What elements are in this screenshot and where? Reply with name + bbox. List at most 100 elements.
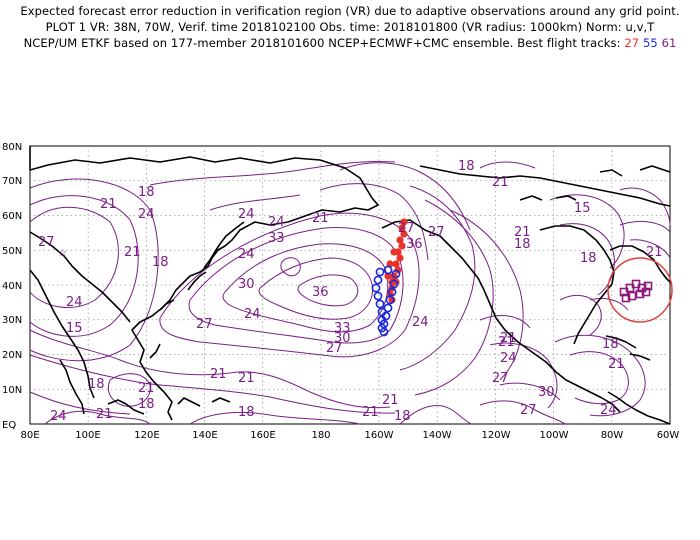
contour-label: 21 [100,197,117,212]
track-55-point [373,291,383,301]
contour-label: 21 [124,245,141,260]
contour-label: 24 [50,409,67,424]
contour-label: 30 [538,385,555,400]
track-27-point [400,218,408,226]
contour-label: 36 [312,285,329,300]
contour-label: 18 [580,251,597,266]
contour-label: 36 [406,237,423,252]
track-55-point [387,287,397,297]
track-27-point [396,236,404,244]
contour-label: 27 [492,371,509,386]
track-61-point [635,289,645,299]
flight-track-61 [619,279,653,303]
contour-label: 15 [66,321,83,336]
contour-label: 27 [38,235,55,250]
lon-label: 140E [192,430,217,441]
track-55-point [383,303,393,313]
track-61-point [641,287,651,297]
contour-label: 21 [238,371,255,386]
header-line-2: PLOT 1 VR: 38N, 70W, Verif. time 2018102… [45,20,655,34]
contour-label: 21 [138,381,155,396]
track-55-point [385,295,395,305]
contour-label: 27 [326,341,343,356]
contour-label: 27 [520,403,537,418]
track-55-point [375,267,385,277]
contour-label: 18 [152,255,169,270]
track-61-point [627,291,637,301]
contour-label: 21 [96,407,113,422]
contour-label: 18 [394,409,411,424]
contour-label: 33 [334,321,351,336]
lat-label: EQ [2,420,16,431]
track-27-point [396,254,404,262]
contour-label: 24 [138,207,155,222]
track-61-point [621,293,631,303]
header-line-1: Expected forecast error reduction in ver… [20,4,680,18]
contour-label: 24 [500,351,517,366]
lat-label: 40N [2,281,22,292]
contour-label: 18 [458,159,475,174]
contour-label: 24 [600,403,617,418]
contour-label: 21 [500,331,517,346]
track-55-point [371,283,381,293]
lat-label: 50N [2,246,22,257]
contour-label: 18 [238,405,255,420]
lon-label: 100E [75,430,100,441]
contour-label: 30 [238,277,255,292]
contour-label: 21 [362,405,379,420]
contour-label: 24 [244,307,261,322]
contour-label: 18 [88,377,105,392]
contour-label: 21 [312,211,329,226]
y-axis-labels: EQ 10N 20N 30N 40N 50N 60N 70N 80N [2,142,22,431]
contour-label: 30 [334,331,351,346]
lon-label: 100W [540,430,569,441]
contour-label: 24 [268,215,285,230]
lat-label: 80N [2,142,22,153]
track-55-point [383,265,393,275]
contour-label: 18 [138,397,155,412]
track-27-point [392,260,400,268]
lon-label: 140W [423,430,452,441]
track-61-point [643,281,653,291]
track-55-point [389,279,399,289]
lat-label: 60N [2,211,22,222]
contour-label: 27 [398,221,415,236]
track-55-point [391,269,401,279]
contour-label: 21 [608,357,625,372]
track-55-point [375,299,385,309]
contour-label: 21 [498,335,515,350]
track-label-55: 55 [642,36,658,50]
lat-label: 20N [2,350,22,361]
contour-labels: 27 24 21 18 24 21 18 24 15 24 33 24 21 3… [38,159,663,424]
lon-label: 160W [365,430,394,441]
flight-track-55 [371,265,401,337]
track-27-point [400,230,408,238]
track-55-point [373,275,383,285]
lon-label: 160E [250,430,275,441]
lat-label: 30N [2,315,22,326]
x-axis-labels: 80E 100E 120E 140E 160E 180 160W 140W 12… [20,430,679,441]
contour-label: 27 [428,225,445,240]
lat-label: 70N [2,176,22,187]
star-marker: ☆ [58,248,67,259]
lon-label: 80W [601,430,624,441]
contour-label: 21 [382,393,399,408]
lon-label: 120E [134,430,159,441]
contour-lines [29,161,671,425]
contour-label: 15 [574,201,591,216]
lon-label: 60W [657,430,680,441]
track-27-point [390,248,398,256]
track-label-27: 27 [624,36,640,50]
contour-label: 21 [492,175,509,190]
contour-label: 18 [514,237,531,252]
contour-label: 24 [412,315,429,330]
track-55-point [379,327,389,337]
lon-label: 80E [20,430,39,441]
contour-label: 27 [196,317,213,332]
track-27-point [398,242,406,250]
verification-region-circle [607,257,673,323]
contour-label: 24 [238,207,255,222]
contour-label: 21 [210,367,227,382]
lat-label: 10N [2,385,22,396]
